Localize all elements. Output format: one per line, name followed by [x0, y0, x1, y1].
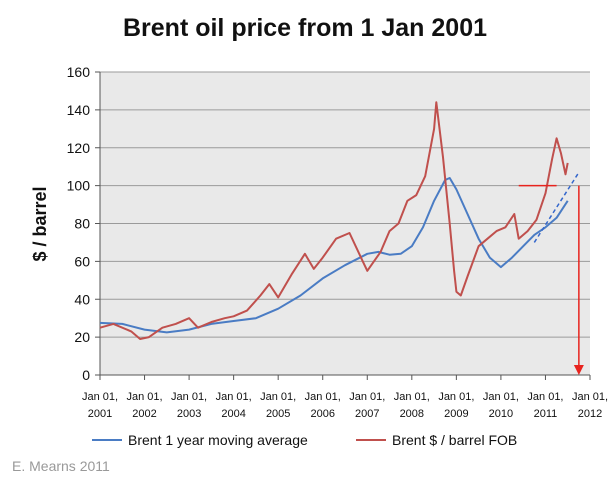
- y-tick-label: 0: [82, 367, 90, 383]
- x-tick-label-line2: 2008: [400, 408, 424, 420]
- x-tick-label-line1: Jan 01,: [82, 391, 118, 403]
- x-tick-label-line2: 2002: [132, 408, 156, 420]
- x-tick-label-line2: 2005: [266, 408, 290, 420]
- x-tick-label-line1: Jan 01,: [216, 391, 252, 403]
- x-tick-label-line2: 2010: [489, 408, 513, 420]
- projection-arrowhead: [573, 365, 584, 375]
- author-credit: E. Mearns 2011: [12, 458, 110, 474]
- x-tick-label-line1: Jan 01,: [572, 391, 608, 403]
- legend-label-moving-average: Brent 1 year moving average: [128, 432, 308, 448]
- moving-average-line: [99, 177, 569, 334]
- x-tick-label-line2: 2001: [88, 408, 112, 420]
- x-tick-label-line2: 2011: [534, 408, 558, 420]
- legend-item-moving-average: Brent 1 year moving average: [92, 432, 308, 448]
- x-tick-label-line2: 2012: [578, 408, 602, 420]
- chart-title: Brent oil price from 1 Jan 2001: [122, 14, 488, 42]
- y-axis-label: $ / barrel: [30, 186, 50, 261]
- axes: [95, 71, 591, 380]
- y-tick-label: 120: [67, 140, 91, 156]
- x-tick-label-line1: Jan 01,: [483, 391, 519, 403]
- legend-item-brent-price: Brent $ / barrel FOB: [356, 432, 517, 448]
- y-tick-label: 140: [67, 102, 91, 118]
- x-tick-label-line1: Jan 01,: [527, 391, 563, 403]
- legend-label-brent-price: Brent $ / barrel FOB: [392, 432, 518, 448]
- x-tick-label-line1: Jan 01,: [171, 391, 207, 403]
- x-tick-label-line1: Jan 01,: [305, 391, 341, 403]
- legend-swatch-brent-price: [356, 439, 386, 441]
- y-tick-label: 160: [67, 64, 91, 80]
- x-tick-label-line1: Jan 01,: [438, 391, 474, 403]
- series-lines: [99, 101, 569, 340]
- annotations: [518, 171, 584, 375]
- x-tick-label-line1: Jan 01,: [126, 391, 162, 403]
- brent-price-line: [99, 101, 569, 340]
- x-tick-label-line1: Jan 01,: [260, 391, 296, 403]
- y-tick-label: 100: [67, 178, 91, 194]
- x-tick-label-line2: 2004: [221, 408, 245, 420]
- y-tick-label: 60: [74, 253, 90, 269]
- y-tick-label: 40: [74, 291, 90, 307]
- x-tick-label-line2: 2003: [177, 408, 201, 420]
- x-tick-label-line2: 2006: [310, 408, 334, 420]
- x-tick-label-line2: 2007: [355, 408, 379, 420]
- y-tick-label: 20: [74, 329, 90, 345]
- tick-labels: 0 20 40 60 80 100 120 140 160 Jan 01, 2001 Jan 01, 2…: [67, 64, 608, 420]
- legend-swatch-moving-average: [92, 439, 122, 441]
- x-tick-label-line2: 2009: [444, 408, 468, 420]
- y-tick-label: 80: [74, 216, 90, 232]
- x-tick-label-line1: Jan 01,: [349, 391, 385, 403]
- x-tick-label-line1: Jan 01,: [394, 391, 430, 403]
